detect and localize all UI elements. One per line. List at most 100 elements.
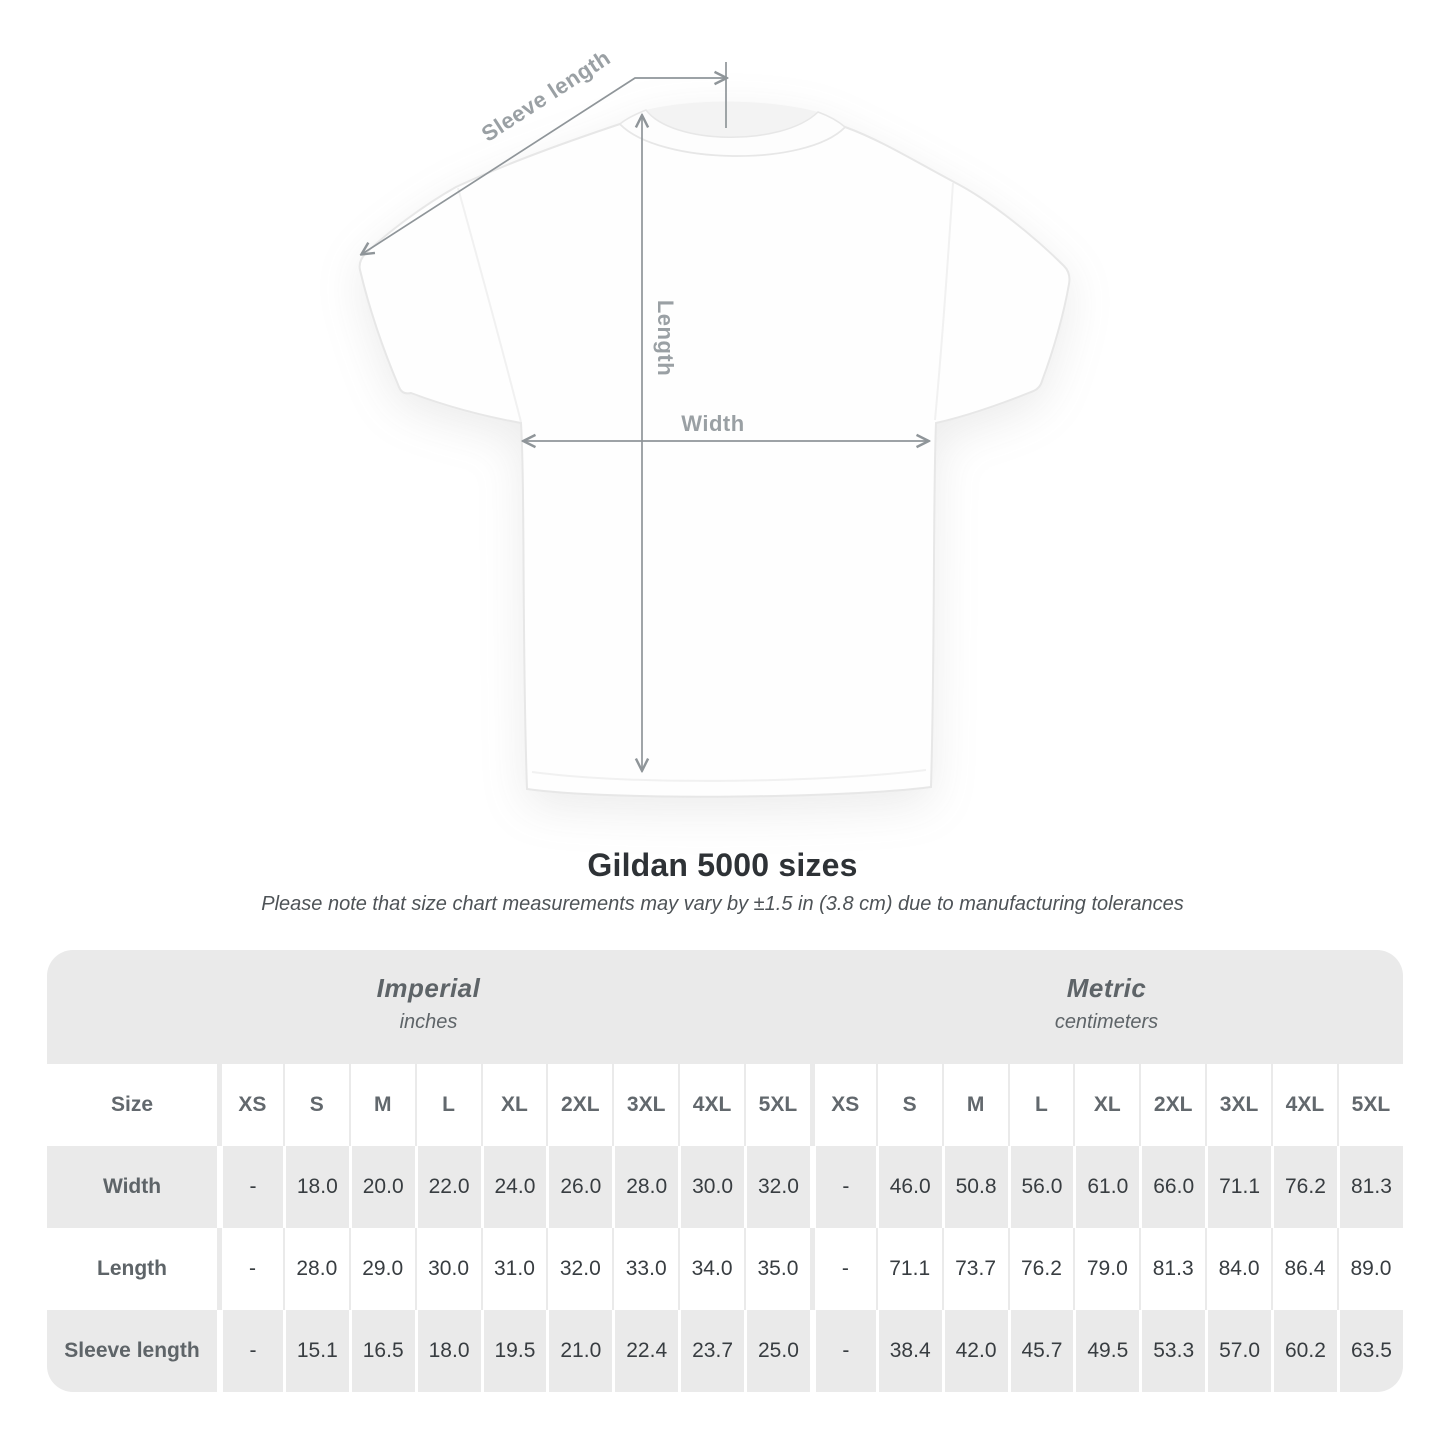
size-col-header: L — [414, 1064, 481, 1146]
metric-unit: centimeters — [1054, 1010, 1159, 1033]
size-cell: 56.0 — [1007, 1146, 1074, 1228]
size-cell: 30.0 — [678, 1146, 744, 1228]
size-cell: 18.0 — [414, 1310, 481, 1392]
table-row: Sleeve length -15.1 16.5 18.0 19.5 21.0 22.4 23… — [47, 1310, 1403, 1392]
size-cell: 21.0 — [546, 1310, 613, 1392]
size-cell: 15.1 — [282, 1310, 349, 1392]
sleeve-length-label: Sleeve length — [477, 45, 615, 147]
size-cell: 16.5 — [348, 1310, 415, 1392]
size-cell: 29.0 — [348, 1228, 415, 1310]
right-sleeve-seam — [934, 182, 954, 421]
tshirt-size-diagram: Sleeve length Length Width — [358, 45, 1071, 798]
size-cell: 81.3 — [1336, 1146, 1403, 1228]
tshirt-body — [358, 122, 1071, 798]
size-cell: 30.0 — [414, 1228, 481, 1310]
size-cell: 53.3 — [1139, 1310, 1206, 1392]
tolerance-note: Please note that size chart measurements… — [261, 893, 1184, 915]
size-cell: 49.5 — [1073, 1310, 1140, 1392]
size-header-row: Size XS S M L XL 2XL 3XL 4XL 5XL XS S M L XL 2XL 3XL 4XL 5… — [47, 1064, 1403, 1146]
size-cell: 89.0 — [1336, 1228, 1403, 1310]
size-table: Imperial inches Metric centimeters Size X… — [47, 950, 1403, 1392]
size-col-header: L — [1007, 1064, 1074, 1146]
units-band: Imperial inches Metric centimeters — [47, 950, 1403, 1064]
size-cell: 63.5 — [1336, 1310, 1403, 1392]
size-col-header: 5XL — [1336, 1064, 1403, 1146]
size-cell: - — [809, 1228, 876, 1310]
imperial-section-header: Imperial inches — [47, 950, 810, 1064]
size-col-header: 2XL — [546, 1064, 613, 1146]
size-cell: 66.0 — [1139, 1146, 1206, 1228]
metric-section-header: Metric centimeters — [810, 950, 1403, 1064]
size-cell: 23.7 — [678, 1310, 744, 1392]
size-cell: 25.0 — [744, 1310, 810, 1392]
size-col-header: XS — [217, 1064, 283, 1146]
size-cell: 84.0 — [1205, 1228, 1271, 1310]
size-col-header: S — [875, 1064, 942, 1146]
tshirt-graphic — [358, 101, 1071, 798]
size-cell: 18.0 — [282, 1146, 349, 1228]
size-cell: 22.0 — [414, 1146, 481, 1228]
size-cell: 33.0 — [612, 1228, 679, 1310]
size-cell: 71.1 — [1205, 1146, 1271, 1228]
size-cell: 32.0 — [546, 1228, 613, 1310]
row-label: Width — [47, 1146, 217, 1228]
size-cell: 86.4 — [1271, 1228, 1337, 1310]
metric-title: Metric — [1066, 972, 1147, 1003]
table-row: Width -18.0 20.0 22.0 24.0 26.0 28.0 30.0 32.0-4… — [47, 1146, 1403, 1228]
row-label: Length — [47, 1228, 217, 1310]
size-cell: 60.2 — [1271, 1310, 1337, 1392]
size-col-header: 2XL — [1139, 1064, 1206, 1146]
imperial-title: Imperial — [376, 972, 481, 1003]
size-cell: - — [809, 1146, 876, 1228]
size-cell: - — [217, 1310, 283, 1392]
size-cell: 45.7 — [1007, 1310, 1074, 1392]
size-cell: 22.4 — [612, 1310, 679, 1392]
size-cell: - — [217, 1146, 283, 1228]
size-cell: 28.0 — [612, 1146, 679, 1228]
size-cell: 28.0 — [282, 1228, 349, 1310]
size-col-header: 4XL — [1271, 1064, 1337, 1146]
size-col-header: 3XL — [612, 1064, 679, 1146]
hem-stitch — [531, 769, 927, 782]
size-cell: 42.0 — [941, 1310, 1008, 1392]
size-cell: 76.2 — [1007, 1228, 1074, 1310]
size-cell: 71.1 — [875, 1228, 942, 1310]
size-cell: 34.0 — [678, 1228, 744, 1310]
size-cell: 26.0 — [546, 1146, 613, 1228]
size-column-header: Size — [47, 1064, 217, 1146]
size-col-header: M — [348, 1064, 415, 1146]
size-cell: 32.0 — [744, 1146, 810, 1228]
size-cell: 35.0 — [744, 1228, 810, 1310]
size-col-header: XL — [1073, 1064, 1140, 1146]
sleeve-length-arrow — [362, 78, 726, 254]
size-cell: 20.0 — [348, 1146, 415, 1228]
size-col-header: XS — [809, 1064, 876, 1146]
length-label: Length — [653, 300, 678, 376]
size-cell: 79.0 — [1073, 1228, 1140, 1310]
page-title: Gildan 5000 sizes — [587, 847, 858, 883]
table-row: Length -28.0 29.0 30.0 31.0 32.0 33.0 34.0 35.0-… — [47, 1228, 1403, 1310]
size-col-header: 4XL — [678, 1064, 744, 1146]
size-cell: 46.0 — [875, 1146, 942, 1228]
size-cell: - — [217, 1228, 283, 1310]
size-cell: 38.4 — [875, 1310, 942, 1392]
row-label: Sleeve length — [47, 1310, 217, 1392]
size-col-header: XL — [480, 1064, 547, 1146]
size-col-header: S — [282, 1064, 349, 1146]
size-cell: 24.0 — [480, 1146, 547, 1228]
size-cell: 19.5 — [480, 1310, 547, 1392]
width-label: Width — [681, 411, 744, 436]
size-col-header: M — [941, 1064, 1008, 1146]
size-col-header: 5XL — [744, 1064, 810, 1146]
size-cell: - — [809, 1310, 876, 1392]
size-cell: 81.3 — [1139, 1228, 1206, 1310]
imperial-unit: inches — [399, 1010, 458, 1033]
size-cell: 50.8 — [941, 1146, 1008, 1228]
size-cell: 73.7 — [941, 1228, 1008, 1310]
size-cell: 61.0 — [1073, 1146, 1140, 1228]
size-data-table: Size XS S M L XL 2XL 3XL 4XL 5XL XS S M L XL 2XL 3XL 4XL 5… — [47, 1064, 1403, 1392]
size-cell: 57.0 — [1205, 1310, 1271, 1392]
size-cell: 31.0 — [480, 1228, 547, 1310]
size-cell: 76.2 — [1271, 1146, 1337, 1228]
